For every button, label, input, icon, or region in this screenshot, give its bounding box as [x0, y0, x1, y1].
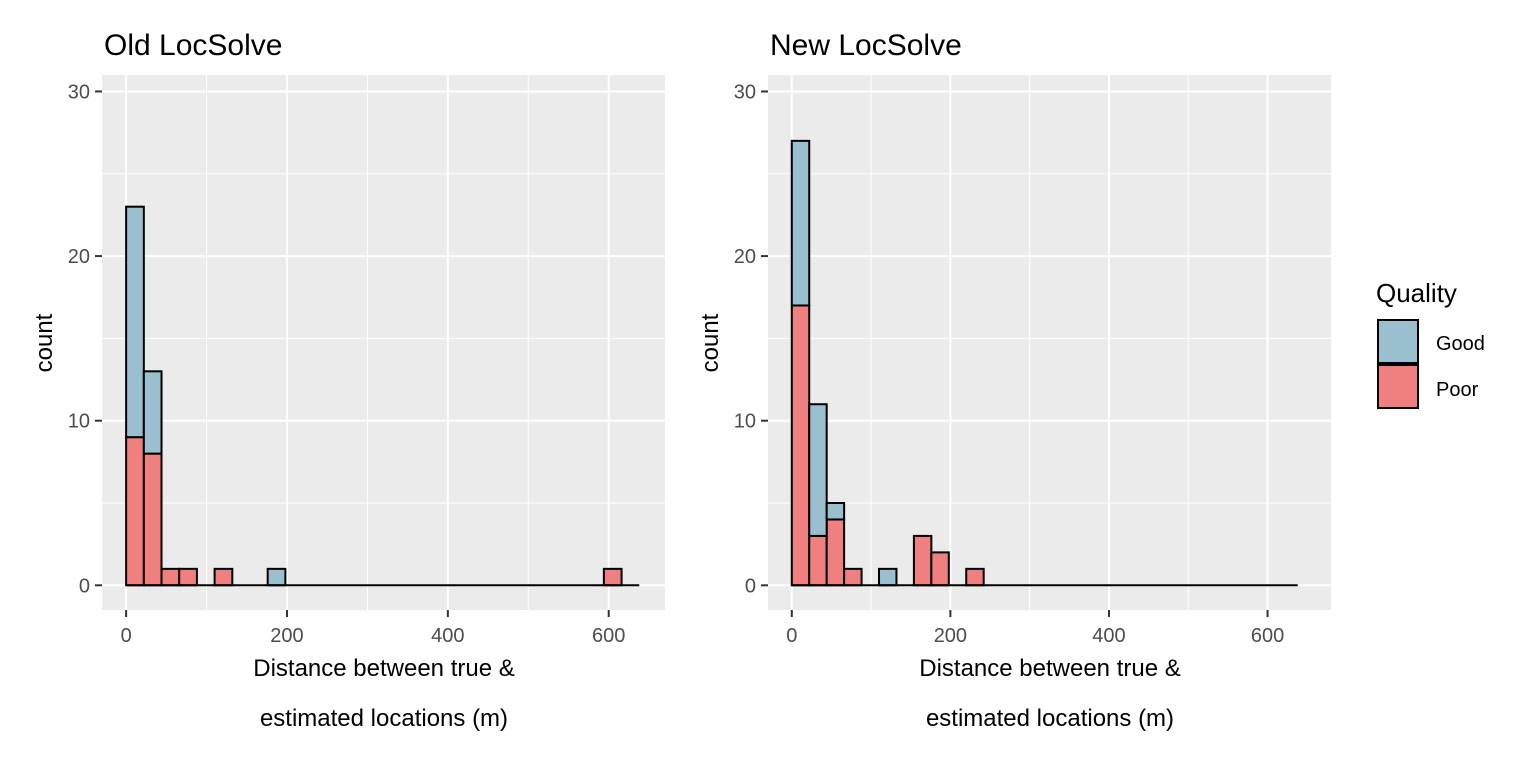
panel-old-locsolve: Old LocSolve 0 10 20 30 0 200 400 600 count Di…	[31, 29, 665, 732]
y-ticks-new: 0 10 20 30	[734, 81, 768, 597]
bar-good	[878, 567, 898, 587]
legend-label-good: Good	[1436, 333, 1485, 355]
bar-poor	[142, 452, 163, 587]
legend: Quality Good Poor	[1376, 278, 1485, 409]
bar-good	[808, 403, 828, 537]
bar-poor	[160, 567, 181, 587]
y-tick-label: 0	[79, 575, 90, 597]
bar-poor	[912, 534, 933, 587]
bar-poor	[808, 534, 828, 587]
legend-title: Quality	[1376, 278, 1457, 308]
bar-good	[125, 205, 145, 439]
legend-swatch-good	[1377, 319, 1419, 364]
x-ticks-old: 0 200 400 600	[121, 610, 625, 647]
y-tick-label: 30	[68, 81, 90, 103]
x-axis-label-new-line2: estimated locations (m)	[926, 705, 1174, 732]
panel-title-new: New LocSolve	[770, 29, 962, 62]
bars-new	[790, 139, 1298, 587]
bar-poor	[125, 436, 145, 587]
bar-poor	[790, 304, 811, 587]
y-tick-label: 20	[734, 246, 756, 268]
bar-good	[825, 502, 846, 521]
y-ticks-old: 0 10 20 30	[68, 81, 102, 597]
x-axis-label-old-line2: estimated locations (m)	[260, 705, 508, 732]
bars-old	[125, 205, 640, 587]
x-tick-label: 200	[270, 625, 303, 647]
y-axis-label-new: count	[697, 313, 724, 372]
plot-background-new	[768, 75, 1331, 610]
x-tick-label: 600	[592, 625, 625, 647]
y-tick-label: 10	[68, 411, 90, 433]
bar-poor	[843, 567, 863, 587]
x-tick-label: 200	[934, 625, 967, 647]
bar-poor	[965, 567, 985, 587]
panel-new-locsolve: New LocSolve 0 10 20 30 0 200 400 600 count Di…	[697, 29, 1331, 732]
bar-good	[790, 139, 811, 307]
bar-good	[142, 370, 163, 455]
bar-poor	[825, 518, 846, 587]
y-tick-label: 30	[734, 81, 756, 103]
legend-swatch-poor	[1377, 364, 1419, 409]
x-tick-label: 0	[786, 625, 797, 647]
bar-poor	[213, 567, 234, 587]
bar-poor	[178, 567, 198, 587]
legend-label-poor: Poor	[1436, 379, 1479, 401]
panel-title-old: Old LocSolve	[104, 29, 282, 62]
y-axis-label-old: count	[31, 313, 58, 372]
bar-poor	[602, 567, 623, 587]
plot-background-old	[102, 75, 665, 610]
x-tick-label: 400	[1092, 625, 1125, 647]
y-tick-label: 0	[745, 575, 756, 597]
x-axis-label-new-line1: Distance between true &	[919, 655, 1180, 682]
x-axis-label-old-line1: Distance between true &	[253, 655, 514, 682]
x-ticks-new: 0 200 400 600	[786, 610, 1284, 647]
gridlines-old	[102, 75, 665, 610]
bar-poor	[930, 551, 950, 587]
x-tick-label: 0	[121, 625, 132, 647]
x-tick-label: 600	[1251, 625, 1284, 647]
x-tick-label: 400	[431, 625, 464, 647]
y-tick-label: 20	[68, 246, 90, 268]
bar-good	[266, 567, 287, 587]
y-tick-label: 10	[734, 411, 756, 433]
